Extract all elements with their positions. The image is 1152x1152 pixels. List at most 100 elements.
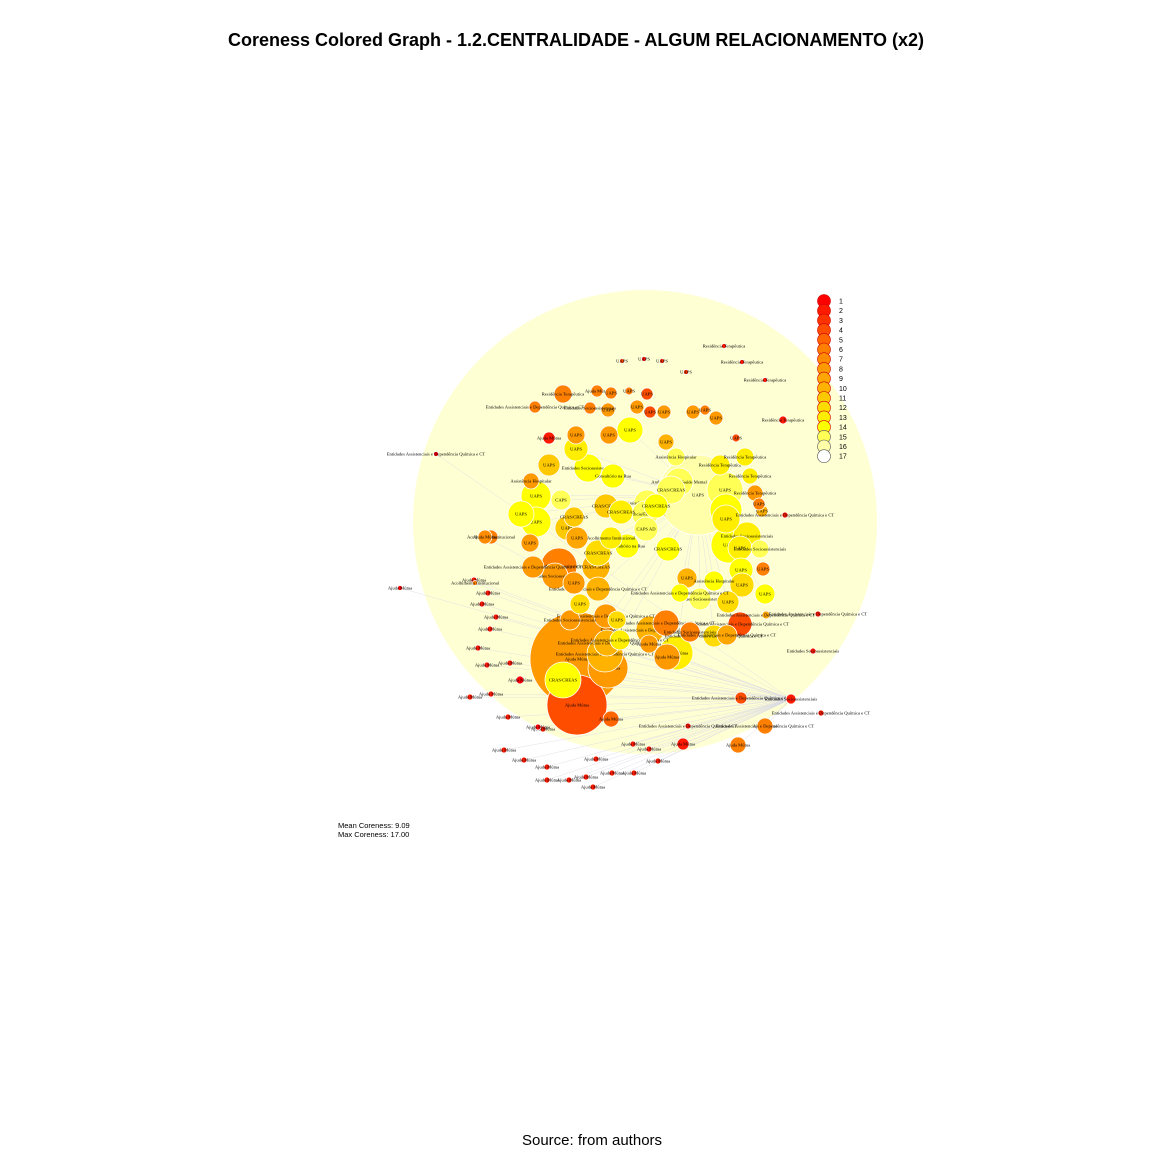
graph-node: UAPS [638,356,650,362]
mean-coreness: Mean Coreness: 9.09 [338,821,410,830]
graph-node: UAPS [656,358,668,364]
node-circle [486,625,494,633]
graph-node: Entidades Assistenciais e Dependência Qu… [387,451,485,457]
graph-node: Ajuda Mútua [535,776,559,784]
node-label: CRAS/CREAS [584,551,613,556]
graph-node: UAPS [680,369,692,375]
node-circle [653,643,681,671]
node-circle [729,736,747,754]
node-label: UAPS [719,488,731,493]
node-label: CRAS/CREAS [607,510,636,515]
graph-node: Entidades Socioassistenciais [664,621,716,643]
graph-node: UAPS [711,504,741,534]
graph-node: UAPS [537,453,561,477]
node-label: UAPS [611,618,623,623]
graph-node: CRAS/CREAS [654,536,682,562]
node-circle [521,555,545,579]
graph-node: Ajuda Mútua [508,675,532,685]
graph-node: Entidades Assistenciais e Dependência Qu… [692,691,790,705]
node-label: CRAS/CREAS [582,565,611,570]
node-label: CRAS/CREAS [592,504,621,509]
graph-node: Ajuda Mútua [574,773,598,781]
node-label: CRAS/CREAS [549,678,578,683]
graph-node: Entidades Assistenciais e Dependência Qu… [678,624,776,646]
node-label: UAPS [720,517,732,522]
node-label: Ajuda Mútua [535,765,559,770]
node-circle [641,356,647,362]
node-label: Residência Terapêutica [734,491,777,496]
node-label: Ajuda Mútua [537,436,561,441]
node-label: Ajuda Mútua [498,661,522,666]
node-label: Entidades Assistenciais e Dependência Qu… [484,565,583,570]
graph-node: Assistência Hospitalar [693,570,735,592]
node-label: UAPS [603,433,615,438]
node-circle [528,400,542,414]
node-label: Entidades Socioassistenciais [564,406,617,411]
graph-node: Ajuda Mútua [466,644,490,652]
node-circle [573,453,603,483]
graph-edge [474,582,792,700]
graph-node: Ajuda Mútua [475,661,499,669]
graph-edge [503,698,792,751]
node-label: Residência Terapêutica [703,344,746,349]
node-circle [656,404,672,420]
graph-node: Residência Terapêutica [744,377,787,383]
graph-node: Entidades Socioassistenciais [765,693,817,705]
graph-node: UAPS [507,500,535,528]
node-label: Residência Terapêutica [724,455,767,460]
legend-label: 17 [839,454,847,461]
graph-node: Entidades Socioassistenciais [674,587,726,611]
node-circle [599,526,623,550]
graph-node: UAPS [754,583,776,605]
graph-edge [687,698,792,727]
max-coreness: Max Coreness: 17.00 [338,830,410,839]
graph-node: Ajuda Mútua [646,757,670,765]
node-label: Ajuda Mútua [496,715,520,720]
graph-node: Entidades Assistenciais e Dependência Qu… [717,610,815,620]
node-circle [506,659,514,667]
node-circle [608,769,616,777]
graph-edge [595,698,792,760]
node-circle [500,746,508,754]
node-label: Ajuda Mútua [508,678,532,683]
node-circle [515,675,525,685]
node-label: Ajuda Mútua [479,692,503,697]
node-circle [624,386,634,396]
graph-node: Entidades Socioassistenciais [529,562,582,590]
legend-swatch [817,449,831,464]
node-label: UAPS [692,493,704,498]
graph-node: Residência Terapêutica [542,384,584,404]
node-circle [522,472,540,490]
node-circle [703,570,725,592]
node-label: Ajuda Mútua [565,657,589,662]
node-label: Residência Terapêutica [744,378,787,383]
legend-label: 1 [839,299,843,306]
node-circle [542,431,556,445]
node-label: Entidades Socioassistenciais [562,466,615,471]
graph-node: Residência Terapêutica [703,343,746,349]
node-label: Urgência/Emergência [625,512,665,517]
legend-label: 16 [839,444,847,451]
graph-node: Ajuda Mútua [671,737,695,751]
graph-node: Entidades Assistenciais e Dependência Qu… [639,722,737,730]
node-label: Ajuda Mútua [557,778,581,783]
node-label: UAPS [530,494,542,499]
graph-node: CRAS/CREAS [544,661,582,699]
node-label: UAPS [641,392,653,397]
node-label: Entidades Socioassistenciais [734,547,787,552]
node-label: Entidades Socioassistenciais [529,574,582,579]
node-circle [487,690,495,698]
node-circle [716,624,738,646]
node-label: Ajuda Mútua [476,591,500,596]
node-label: Assistência Hospitalar [693,579,735,584]
graph-edge [585,698,792,778]
graph-node: Residência Terapêutica [721,359,763,365]
graph-node: Ajuda Mútua [599,710,623,728]
node-circle [474,644,482,652]
graph-node: Ajuda Mútua [637,634,661,654]
node-circle [550,489,572,511]
node-circle [563,506,585,528]
node-label: CAPS [555,498,567,503]
